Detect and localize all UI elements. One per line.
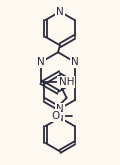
- Text: NH: NH: [59, 77, 74, 87]
- Text: N: N: [71, 57, 79, 67]
- Text: N: N: [56, 113, 64, 123]
- Text: N: N: [56, 104, 64, 114]
- Text: N: N: [56, 7, 64, 17]
- Text: N: N: [37, 57, 45, 67]
- Text: O: O: [52, 111, 60, 121]
